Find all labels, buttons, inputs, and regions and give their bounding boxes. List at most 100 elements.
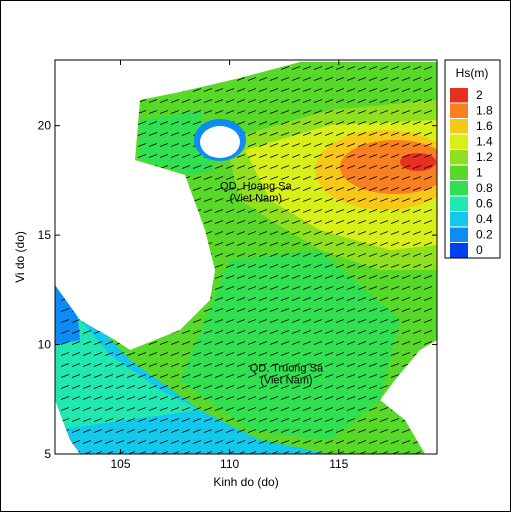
arrow xyxy=(291,418,301,422)
arrow xyxy=(324,165,334,169)
arrow xyxy=(115,385,125,389)
arrow xyxy=(313,253,323,257)
arrow xyxy=(335,66,345,70)
arrow xyxy=(335,429,345,433)
arrow xyxy=(236,88,246,92)
arrow xyxy=(148,374,158,378)
arrow xyxy=(291,132,301,136)
arrow xyxy=(71,363,81,367)
arrow xyxy=(236,308,246,312)
colorbar-swatch xyxy=(450,119,468,134)
arrow xyxy=(247,176,257,180)
arrow xyxy=(225,99,235,103)
arrow xyxy=(313,418,323,422)
arrow xyxy=(423,286,433,290)
arrow xyxy=(159,429,169,433)
arrow xyxy=(258,286,268,290)
arrow xyxy=(214,242,224,246)
arrow xyxy=(225,253,235,257)
arrow xyxy=(390,341,400,345)
arrow xyxy=(390,242,400,246)
arrow xyxy=(324,275,334,279)
arrow xyxy=(379,143,389,147)
arrow xyxy=(412,66,422,70)
arrow xyxy=(302,407,312,411)
arrow xyxy=(368,143,378,147)
arrow xyxy=(423,242,433,246)
arrow xyxy=(269,429,279,433)
arrow xyxy=(390,275,400,279)
arrow xyxy=(324,286,334,290)
arrow xyxy=(258,154,268,158)
arrow xyxy=(423,132,433,136)
arrow xyxy=(346,165,356,169)
arrow xyxy=(335,198,345,202)
arrow xyxy=(269,297,279,301)
arrow xyxy=(346,330,356,334)
arrow xyxy=(368,429,378,433)
arrow xyxy=(137,407,147,411)
arrow xyxy=(192,429,202,433)
arrow xyxy=(423,341,433,345)
arrow xyxy=(181,143,191,147)
arrow xyxy=(214,286,224,290)
arrow xyxy=(335,143,345,147)
arrow xyxy=(412,253,422,257)
arrow xyxy=(247,352,257,356)
arrow xyxy=(302,198,312,202)
arrow xyxy=(270,451,279,454)
arrow xyxy=(236,198,246,202)
arrow xyxy=(313,176,323,180)
arrow xyxy=(203,308,213,312)
arrow xyxy=(390,231,400,235)
arrow xyxy=(181,440,191,444)
arrow xyxy=(258,363,268,367)
arrow xyxy=(247,275,257,279)
arrow xyxy=(83,451,92,454)
arrow xyxy=(159,396,169,400)
arrow xyxy=(192,319,202,323)
colorbar-label: 0.4 xyxy=(476,212,493,226)
arrow xyxy=(412,308,422,312)
arrow xyxy=(324,154,334,158)
arrow xyxy=(280,385,290,389)
arrow xyxy=(390,110,400,114)
arrow xyxy=(247,319,257,323)
arrow xyxy=(236,440,246,444)
arrow xyxy=(313,121,323,125)
arrow xyxy=(269,341,279,345)
arrow xyxy=(126,352,136,356)
arrow xyxy=(324,440,334,444)
arrow xyxy=(379,121,389,125)
arrow xyxy=(302,297,312,301)
arrow xyxy=(357,297,367,301)
arrow xyxy=(104,429,114,433)
arrow xyxy=(346,143,356,147)
arrow xyxy=(248,451,257,454)
arrow xyxy=(324,308,334,312)
arrow xyxy=(379,99,389,103)
arrow xyxy=(159,132,169,136)
arrow xyxy=(247,341,257,345)
arrow xyxy=(357,99,367,103)
arrow xyxy=(192,110,202,114)
arrow xyxy=(324,374,334,378)
arrow xyxy=(181,165,191,169)
arrow xyxy=(258,99,268,103)
arrow xyxy=(324,385,334,389)
arrow xyxy=(82,341,92,345)
arrow xyxy=(280,88,290,92)
arrow xyxy=(379,231,389,235)
arrow xyxy=(280,286,290,290)
arrow xyxy=(314,451,323,454)
arrow xyxy=(335,176,345,180)
arrow xyxy=(280,77,290,81)
arrow xyxy=(104,440,114,444)
arrow xyxy=(291,407,301,411)
arrow xyxy=(313,440,323,444)
arrow xyxy=(258,374,268,378)
arrow xyxy=(302,264,312,268)
arrow xyxy=(423,121,433,125)
arrow xyxy=(258,396,268,400)
arrow xyxy=(357,418,367,422)
